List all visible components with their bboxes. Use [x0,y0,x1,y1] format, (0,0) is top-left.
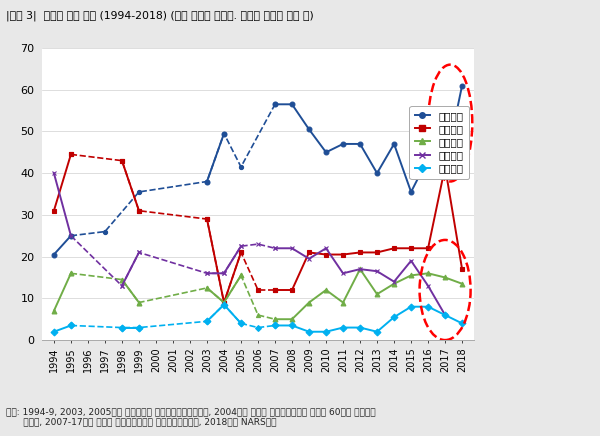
Text: 자료: 1994-9, 2003, 2005년은 통일연구원 〈국민통일여론조사〉, 2004년은 서울대 사회발전연구소 〈광복 60주년 국민의식: 자료: 1994-9, 2003, 2005년은 통일연구원 〈국민통일여론조사… [6,407,376,416]
Text: 조사〉, 2007-17년은 서울대 통일평화연구원 〈통일의식조사〉, 2018년은 NARS조사: 조사〉, 2007-17년은 서울대 통일평화연구원 〈통일의식조사〉, 201… [6,417,277,426]
Legend: 협력대상, 경계대상, 적대대상, 지원대상, 경쟁대상: 협력대상, 경계대상, 적대대상, 지원대상, 경쟁대상 [409,106,469,179]
Text: |그림 3|  북한에 대한 인식 (1994-2018) (해당 연도의 평균값. 점선은 자료가 없는 해): |그림 3| 북한에 대한 인식 (1994-2018) (해당 연도의 평균값… [6,11,314,21]
